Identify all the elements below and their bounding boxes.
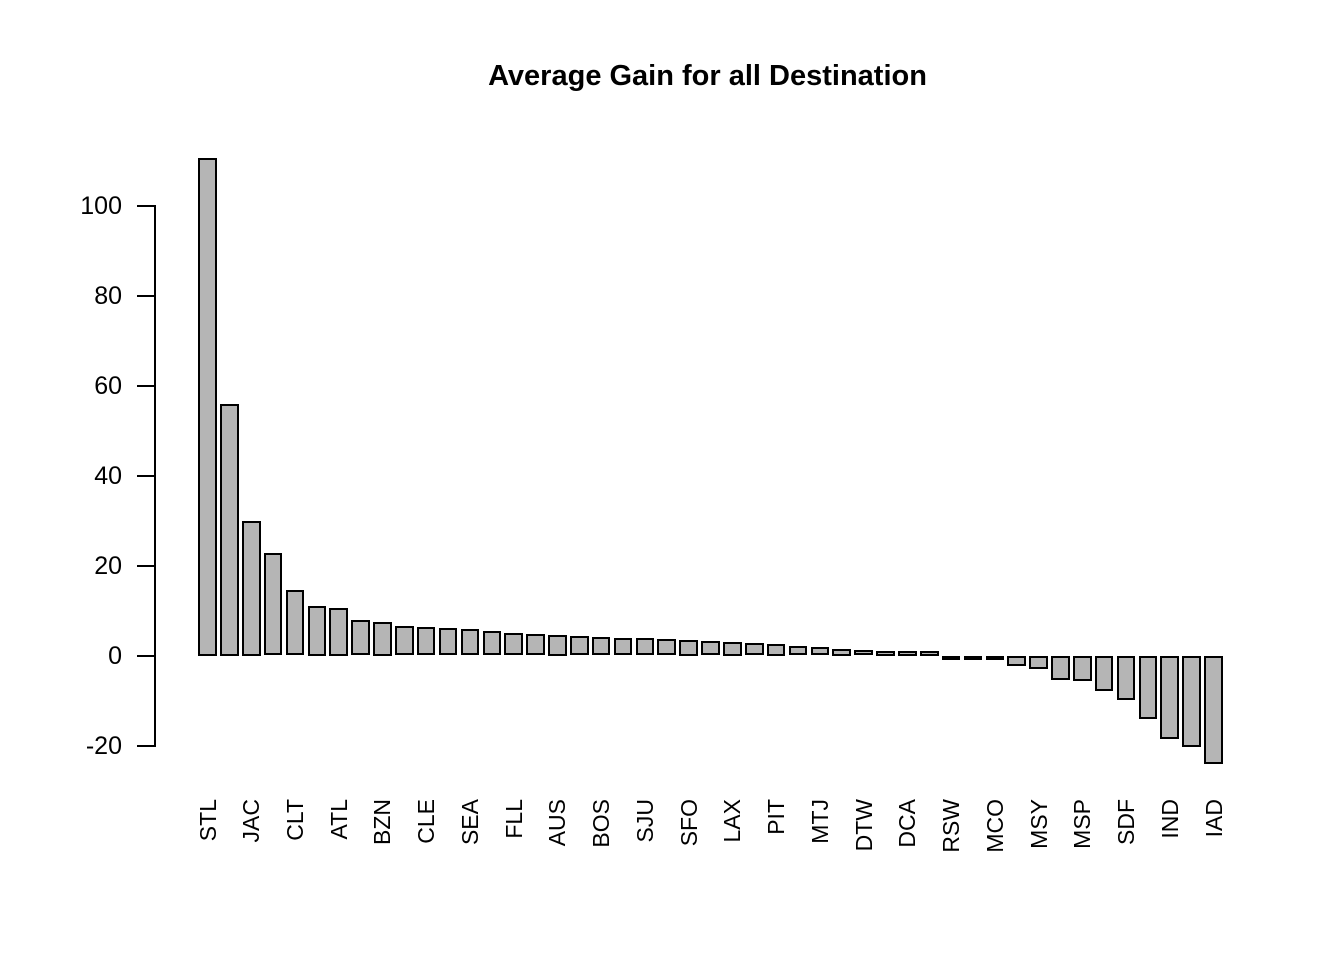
bar-DCA xyxy=(898,651,917,656)
y-axis-tick xyxy=(137,294,155,297)
y-axis-tick xyxy=(137,384,155,387)
y-axis-tick xyxy=(137,564,155,567)
bar-RSW xyxy=(941,655,961,660)
x-tick-label-PIT: PIT xyxy=(763,799,790,835)
y-axis-tick xyxy=(137,744,155,747)
bar xyxy=(569,636,589,656)
bar xyxy=(744,642,764,656)
x-tick-label-DCA: DCA xyxy=(894,799,921,848)
bar xyxy=(919,651,939,656)
bar-PIT xyxy=(766,644,786,656)
bar xyxy=(613,637,633,656)
bar xyxy=(482,631,502,656)
y-axis-tick xyxy=(137,654,155,657)
x-tick-label-BZN: BZN xyxy=(369,799,396,845)
x-tick-label-IND: IND xyxy=(1156,799,1183,839)
x-tick-label-SEA: SEA xyxy=(456,799,483,846)
bar-JAC xyxy=(241,520,261,656)
x-tick-label-RSW: RSW xyxy=(938,799,965,853)
bar xyxy=(657,639,677,656)
y-tick-label: 20 xyxy=(94,551,122,580)
x-tick-label-MTJ: MTJ xyxy=(806,799,833,844)
x-tick-label-CLE: CLE xyxy=(413,799,440,844)
x-tick-label-MSY: MSY xyxy=(1025,799,1052,849)
x-tick-label-CLT: CLT xyxy=(281,799,308,841)
bar xyxy=(307,606,327,656)
x-tick-label-SDF: SDF xyxy=(1113,799,1140,845)
x-tick-label-LAX: LAX xyxy=(719,799,746,843)
x-tick-label-FLL: FLL xyxy=(500,799,527,839)
bar-SJU xyxy=(635,638,655,656)
bar xyxy=(1007,655,1026,667)
y-tick-label: 80 xyxy=(94,281,122,310)
y-tick-label: 40 xyxy=(94,461,122,490)
bar-IAD xyxy=(1204,655,1223,765)
bar xyxy=(438,628,458,656)
x-tick-label-ATL: ATL xyxy=(325,799,352,840)
bar-SFO xyxy=(679,639,698,656)
bar-CLE xyxy=(416,626,436,656)
x-tick-label-DTW: DTW xyxy=(850,799,877,852)
x-tick-label-SJU: SJU xyxy=(631,799,658,843)
bar-IND xyxy=(1160,655,1180,739)
bar-STL xyxy=(198,158,217,656)
bar-CLT xyxy=(285,589,305,656)
bar-BOS xyxy=(591,637,611,656)
y-tick-label: 100 xyxy=(80,191,122,220)
bar xyxy=(1051,655,1070,680)
x-tick-label-BOS: BOS xyxy=(588,799,615,848)
x-tick-label-IAD: IAD xyxy=(1200,799,1227,838)
bar xyxy=(963,655,983,660)
y-axis-line xyxy=(154,204,156,747)
bar xyxy=(395,625,414,656)
bar-LAX xyxy=(723,642,742,656)
bar xyxy=(701,640,720,656)
x-tick-label-JAC: JAC xyxy=(238,799,265,843)
bar-ATL xyxy=(329,608,348,656)
x-tick-label-STL: STL xyxy=(194,799,221,842)
bar xyxy=(351,620,370,656)
bar-MSP xyxy=(1073,655,1092,681)
bar-SEA xyxy=(460,629,480,656)
bar-BZN xyxy=(373,621,392,656)
y-tick-label: 0 xyxy=(108,641,122,670)
x-tick-label-MSP: MSP xyxy=(1069,799,1096,849)
bar-FLL xyxy=(504,632,523,656)
chart-title: Average Gain for all Destination xyxy=(488,60,927,92)
x-tick-label-MCO: MCO xyxy=(981,799,1008,853)
bar xyxy=(1182,655,1201,748)
bar-MSY xyxy=(1029,655,1048,670)
y-axis-tick xyxy=(137,204,155,207)
x-tick-label-AUS: AUS xyxy=(544,799,571,847)
bar-AUS xyxy=(548,635,567,656)
bar xyxy=(1094,655,1114,692)
bar xyxy=(526,633,545,656)
y-tick-label: 60 xyxy=(94,371,122,400)
y-axis-tick xyxy=(137,474,155,477)
x-tick-label-SFO: SFO xyxy=(675,799,702,847)
y-tick-label: -20 xyxy=(85,731,122,760)
bar xyxy=(876,651,895,656)
bar-MCO xyxy=(985,655,1005,660)
bar xyxy=(220,403,239,656)
bar xyxy=(832,648,852,656)
bar xyxy=(788,645,808,656)
bar xyxy=(263,552,283,656)
bar-DTW xyxy=(854,650,873,656)
bar-SDF xyxy=(1116,655,1136,700)
bar-MTJ xyxy=(810,646,830,656)
bar xyxy=(1138,655,1158,719)
